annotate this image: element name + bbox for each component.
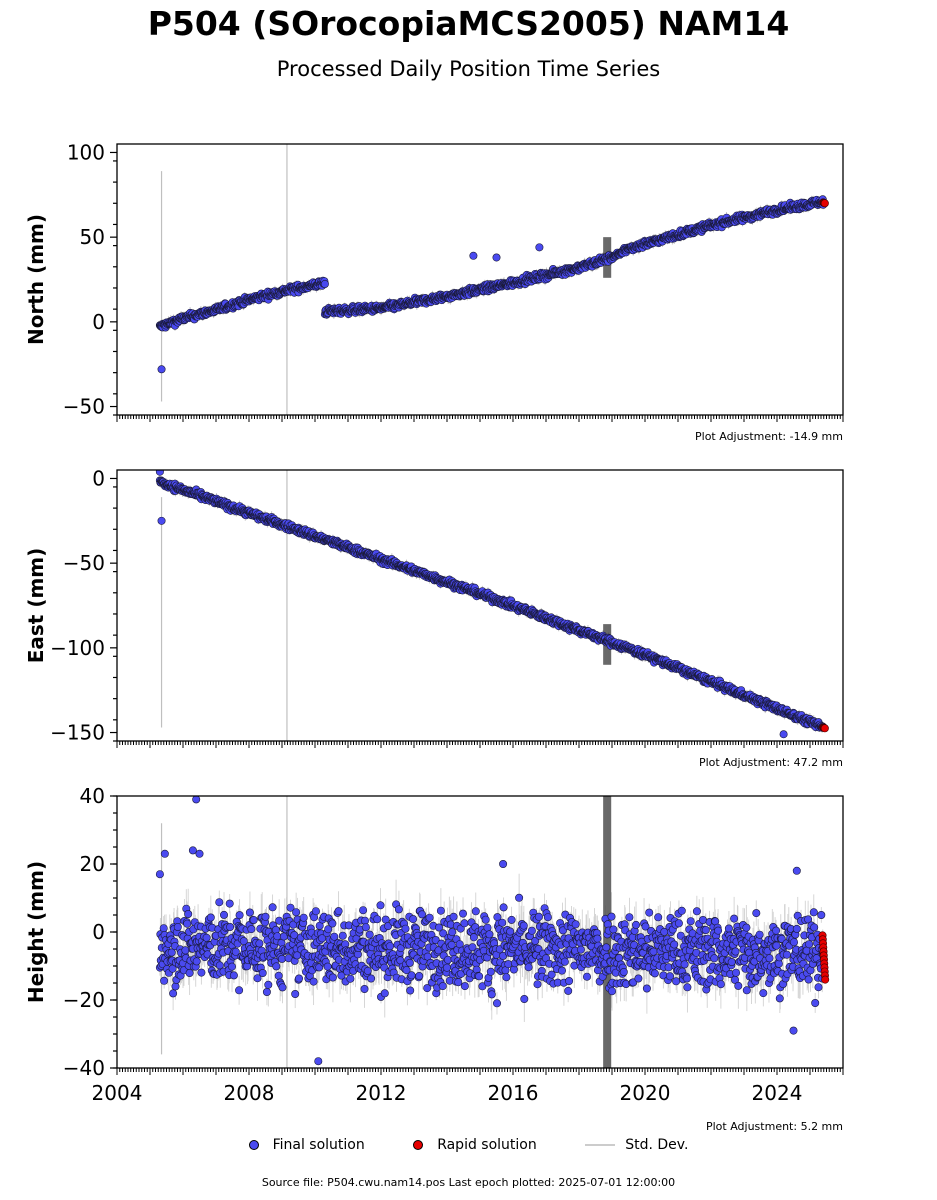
final-solution-point bbox=[157, 365, 166, 374]
y-tick-label: −50 bbox=[63, 395, 105, 419]
rapid-solution-point bbox=[820, 199, 829, 208]
y-tick-label: 0 bbox=[92, 310, 105, 334]
panel-0: −50 0 50 100 North (mm) Plot Adjustment: -14.… bbox=[24, 140, 844, 443]
panel-frame bbox=[116, 143, 844, 416]
final-solution-point bbox=[320, 279, 329, 288]
final-solution-point bbox=[492, 253, 501, 262]
y-ticks bbox=[110, 151, 117, 416]
plot-area bbox=[155, 144, 829, 415]
chart-subtitle: Processed Daily Position Time Series bbox=[276, 57, 661, 81]
y-tick-label: 50 bbox=[80, 225, 105, 249]
plot-area bbox=[155, 470, 829, 741]
rapid-solution-points bbox=[819, 198, 829, 208]
y-tick-label: 100 bbox=[67, 140, 105, 164]
final-solution-point bbox=[469, 251, 478, 260]
final-solution-points bbox=[155, 195, 828, 374]
plot-adjustment-label: Plot Adjustment: -14.9 mm bbox=[695, 430, 843, 443]
final-solution-point bbox=[535, 243, 544, 252]
chart-title: P504 (SOrocopiaMCS2005) NAM14 bbox=[147, 4, 790, 43]
x-ticks bbox=[116, 415, 844, 422]
final-solution-points bbox=[155, 470, 828, 739]
y-axis-label: North (mm) bbox=[24, 214, 48, 345]
